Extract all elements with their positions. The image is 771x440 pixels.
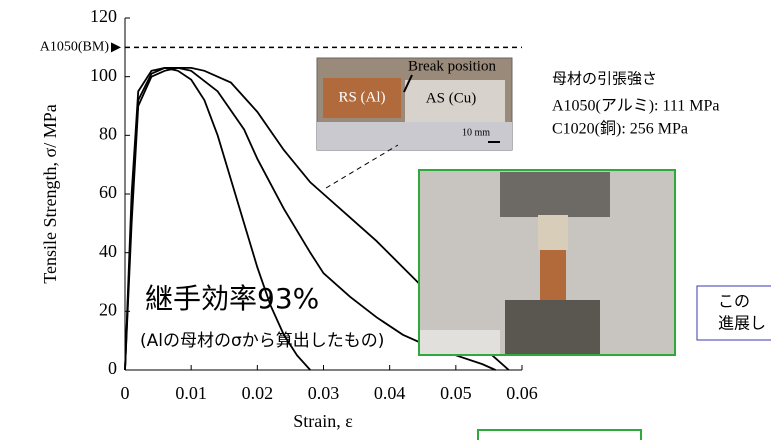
note-line: 進展し xyxy=(718,314,766,333)
base-cu: C1020(銅): 256 MPa xyxy=(552,120,688,138)
break-label: Break position xyxy=(408,58,496,74)
x-tick-label: 0.01 xyxy=(175,383,207,403)
y-tick-label: 20 xyxy=(99,299,117,319)
reference-label: A1050(BM) xyxy=(40,40,110,55)
x-tick-label: 0 xyxy=(121,383,130,403)
x-axis-label: Strain, ε xyxy=(293,411,353,431)
y-tick-label: 80 xyxy=(99,123,117,143)
efficiency-note: (Alの母材のσから算出したもの) xyxy=(140,331,384,351)
note-line: この xyxy=(718,292,750,311)
rs-label: RS (Al) xyxy=(338,89,385,105)
y-axis-label: Tensile Strength, σ/ MPa xyxy=(40,104,60,283)
reference-arrow xyxy=(111,42,121,52)
test-photo xyxy=(419,170,675,355)
scale-label: 10 mm xyxy=(462,127,490,138)
x-tick-label: 0.06 xyxy=(506,383,538,403)
pointer-line xyxy=(326,145,398,188)
efficiency-label: 継手効率93% xyxy=(145,282,319,315)
x-tick-label: 0.02 xyxy=(242,383,274,403)
y-tick-label: 100 xyxy=(90,65,117,85)
base-al: A1050(アルミ): 111 MPa xyxy=(552,98,720,115)
y-tick-label: 120 xyxy=(90,6,117,26)
x-tick-label: 0.03 xyxy=(308,383,340,403)
x-tick-label: 0.05 xyxy=(440,383,472,403)
green-frame xyxy=(478,430,641,440)
curve xyxy=(125,68,310,370)
base-title: 母材の引張強さ xyxy=(552,70,657,88)
y-tick-label: 0 xyxy=(108,358,117,378)
y-tick-label: 60 xyxy=(99,182,117,202)
y-tick-label: 40 xyxy=(99,241,117,261)
x-tick-label: 0.04 xyxy=(374,383,406,403)
chart: Tensile Strength, σ/ MPa Strain, ε Break… xyxy=(0,0,771,440)
as-label: AS (Cu) xyxy=(426,90,476,106)
